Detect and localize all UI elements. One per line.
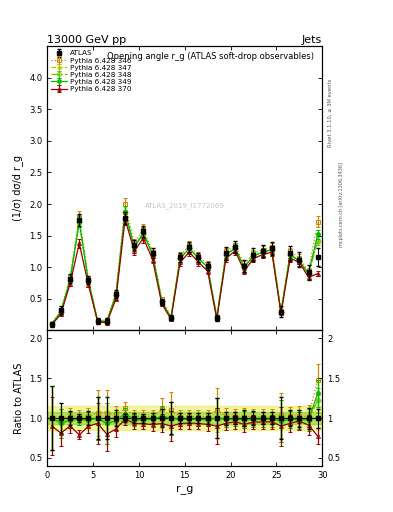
Text: Jets: Jets: [302, 35, 322, 45]
Legend: ATLAS, Pythia 6.428 346, Pythia 6.428 347, Pythia 6.428 348, Pythia 6.428 349, P: ATLAS, Pythia 6.428 346, Pythia 6.428 34…: [50, 49, 133, 94]
Text: Rivet 3.1.10, ≥ 3M events: Rivet 3.1.10, ≥ 3M events: [328, 78, 333, 147]
Bar: [47, 412, 322, 424]
Y-axis label: (1/σ) dσ/d r_g: (1/σ) dσ/d r_g: [13, 155, 24, 221]
Text: 13000 GeV pp: 13000 GeV pp: [47, 35, 126, 45]
X-axis label: r_g: r_g: [176, 485, 193, 495]
Y-axis label: Ratio to ATLAS: Ratio to ATLAS: [14, 362, 24, 434]
Text: ATLAS_2019_I1772069: ATLAS_2019_I1772069: [145, 202, 225, 209]
Bar: [47, 406, 322, 430]
Text: Opening angle r_g (ATLAS soft-drop observables): Opening angle r_g (ATLAS soft-drop obser…: [107, 52, 314, 61]
Text: mcplots.cern.ch [arXiv:1306.3436]: mcplots.cern.ch [arXiv:1306.3436]: [339, 162, 344, 247]
